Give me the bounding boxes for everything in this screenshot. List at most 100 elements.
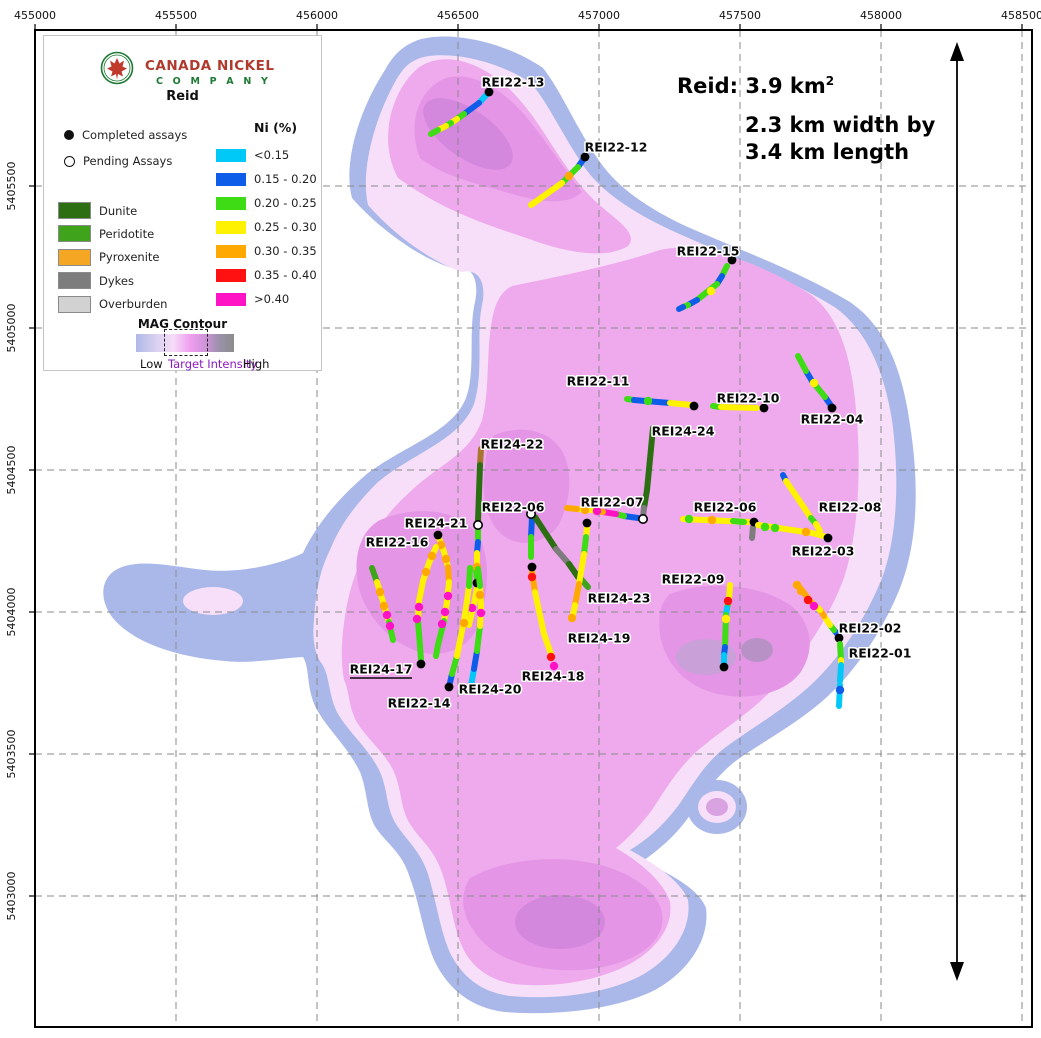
trace-segment [641,487,650,511]
legend-marker-label: Completed assays [82,128,188,142]
trace-segment [462,583,472,618]
mag-high-label: High [243,357,270,371]
completed-assay-icon [64,130,74,140]
assay-dot [476,608,486,618]
assay-dot [721,614,731,624]
lithology-item: Pyroxenite [58,248,160,266]
drill-traces [369,87,845,709]
collar-completed-icon [689,401,699,411]
drill-label-rei24-24: REI24-24 [652,424,715,439]
ni-class-label: 0.30 - 0.35 [254,244,317,258]
trace-segment [730,518,747,525]
trace-segment [475,566,483,589]
trace-segment [749,524,756,541]
assay-dot [385,621,395,631]
assay-dot [809,378,819,388]
lithology-label: Peridotite [99,226,155,241]
mag-contour-central-core [483,429,570,543]
ni-class-item: 0.25 - 0.30 [216,220,317,234]
ni-class-label: 0.35 - 0.40 [254,268,317,282]
mag-contour-title: MAG Contour [137,317,228,331]
assay-dot [643,396,653,406]
drill-label-rei24-23: REI24-23 [588,591,651,606]
assay-dot [375,587,385,597]
drill-hole-rei24-20 [468,566,486,689]
trace-segment [783,478,814,521]
drill-label-rei22-15: REI22-15 [677,244,740,259]
drill-hole-rei22-06-w [525,508,591,590]
mag-contour-central-pink [341,247,859,986]
collar-completed-icon [527,562,537,572]
trace-segment [566,561,581,580]
ni-legend-header: Ni (%) [254,120,298,135]
trace-segment [466,609,475,628]
lithology-label: Dunite [99,203,138,218]
assay-dot [801,527,811,537]
mag-gradient-bar [136,334,234,352]
logo-company-word: C O M P A N Y [156,76,272,87]
drill-label-rei22-01: REI22-01 [849,646,912,661]
assay-dot [723,596,733,606]
mag-contour-bottom-core-dark [515,895,605,949]
color-swatch [216,196,246,210]
site-name: Reid [166,89,199,104]
assay-dot [527,572,537,582]
drill-hole-rei22-13 [428,87,494,137]
trace-segment [570,602,578,618]
assay-dot [475,590,485,600]
arrow-head-up-icon [950,42,964,61]
assay-dot [567,613,577,623]
drill-label-rei22-14: REI22-14 [388,696,451,711]
y-tick-label-5403500: 5403500 [5,730,18,779]
ni-class-item: 0.15 - 0.20 [216,172,317,186]
assay-dot [835,685,845,695]
y-tick-label-5405500: 5405500 [5,162,18,211]
color-swatch [216,220,246,234]
collar-pending-icon [525,508,536,519]
collar-completed-icon [444,682,454,692]
ni-class-item: <0.15 [216,148,289,162]
trace-segment [428,127,441,137]
assay-dot [459,618,469,628]
drill-label-rei24-19: REI24-19 [568,631,631,646]
ni-class-item: 0.35 - 0.40 [216,268,317,282]
drill-hole-rei22-02 [792,580,844,643]
x-tick-label-455000: 455000 [14,9,56,22]
x-tick-label-458500: 458500 [1001,9,1041,22]
assay-dot [809,601,819,611]
drill-label-rei24-22: REI24-22 [481,437,544,452]
trace-segment [795,353,809,374]
trace-segment [449,653,460,677]
assay-dot [580,505,590,515]
trace-segment [528,180,565,208]
x-tick-label-456500: 456500 [437,9,479,22]
ni-class-item: 0.30 - 0.35 [216,244,317,258]
collar-completed-icon [580,152,590,162]
drill-hole-rei24-17 [416,659,426,669]
drill-label-rei24-21: REI24-21 [405,516,468,531]
assay-dot [412,614,422,624]
y-tick-label-5404000: 5404000 [5,588,18,637]
drill-label-rei22-13: REI22-13 [482,75,545,90]
legend-marker-item: Completed assays [64,128,187,142]
drill-label-rei22-09: REI22-09 [662,572,725,587]
lithology-item: Dykes [58,272,134,290]
assay-dot [441,554,451,564]
ni-class-item: 0.20 - 0.25 [216,196,317,210]
drill-hole-rei22-03 [755,522,833,543]
drill-hole-rei22-15 [676,255,737,312]
map-dimensions: 2.3 km width by 3.4 km length [745,112,935,166]
trace-segment [718,404,760,411]
drill-hole-rei22-16 [412,544,439,663]
drill-hole-rei24-18 [527,562,559,671]
assay-dot [443,591,453,601]
ni-class-label: >0.40 [254,292,290,306]
trace-segment [532,514,559,552]
legend-panel: CANADA NICKEL C O M P A N Y Reid Complet… [43,35,322,371]
collar-completed-icon [834,633,844,643]
assay-dot [440,607,450,617]
map-frame [34,29,1033,1028]
color-swatch [58,272,91,290]
